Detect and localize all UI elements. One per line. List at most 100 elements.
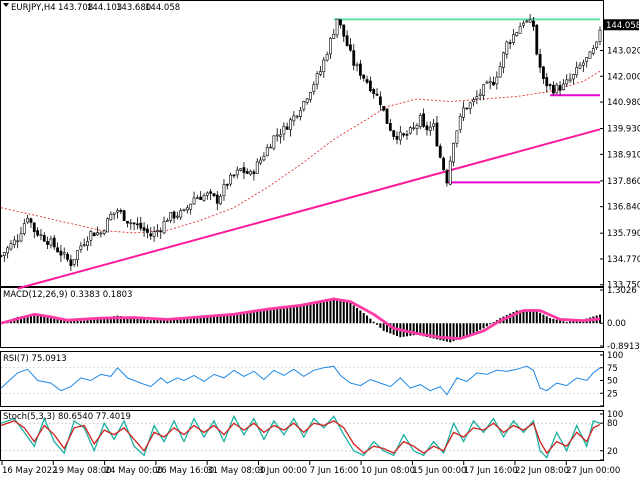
macd-tick-label: 0.00 xyxy=(607,319,626,329)
rsi-tick-label: 75 xyxy=(607,364,618,374)
candle-body xyxy=(485,81,489,84)
candle-body xyxy=(62,252,66,255)
candle-body xyxy=(285,126,289,130)
candle-body xyxy=(498,66,502,78)
candle-body xyxy=(102,230,106,234)
candle-body xyxy=(179,210,183,218)
candle-body xyxy=(342,24,346,37)
candle-body xyxy=(149,233,153,237)
price-tick-label: 133.750 xyxy=(607,281,640,291)
candle-body xyxy=(588,51,592,59)
stoch-signal-line xyxy=(0,420,601,455)
candle-body xyxy=(448,160,452,185)
candle-body xyxy=(169,212,173,221)
candle-body xyxy=(332,34,336,39)
candle-body xyxy=(315,73,319,85)
ohlc-low: 143.680 xyxy=(116,3,151,13)
time-tick-label: 31 May 08:00 xyxy=(207,466,265,476)
price-tick-label: 138.910 xyxy=(607,150,640,160)
candle-body xyxy=(535,24,539,55)
candle-body xyxy=(239,168,243,171)
candle-body xyxy=(16,240,20,243)
candle-body xyxy=(478,93,482,96)
candle-body xyxy=(492,81,495,86)
time-tick-label: 3 Jun 00:00 xyxy=(259,466,308,476)
candle-body xyxy=(215,194,219,204)
candle-body xyxy=(112,212,116,215)
candle-body xyxy=(325,54,329,61)
candle-body xyxy=(152,231,156,237)
stoch-tick-label: 20 xyxy=(607,447,618,457)
candle-body xyxy=(259,159,262,164)
time-tick-label: 10 Jun 08:00 xyxy=(361,466,415,476)
price-tick-label: 134.770 xyxy=(607,255,640,265)
candle-body xyxy=(302,100,306,110)
candle-body xyxy=(522,22,525,26)
candle-body xyxy=(512,34,515,43)
stoch-tick-label: 80 xyxy=(607,419,618,429)
time-tick-label: 22 Jun 08:00 xyxy=(515,466,569,476)
rsi-tick-label: 25 xyxy=(607,389,618,399)
candle-body xyxy=(122,210,126,221)
macd-pane xyxy=(0,287,604,348)
candle-body xyxy=(352,50,356,66)
time-tick-label: 27 Jun 00:00 xyxy=(566,466,620,476)
candle-body xyxy=(472,99,475,103)
candle-body xyxy=(568,78,572,82)
candle-body xyxy=(425,125,429,131)
candle-body xyxy=(99,232,103,235)
macd-signal-line xyxy=(0,297,601,341)
candles xyxy=(0,14,602,271)
time-tick-label: 19 May 08:00 xyxy=(53,466,111,476)
candle-body xyxy=(458,115,462,130)
stoch-title: Stoch(5,3,3) 80.6540 77.4019 xyxy=(3,412,131,422)
ma-line xyxy=(0,70,601,234)
candle-body xyxy=(69,259,73,267)
macd-tick-label: -0.8913 xyxy=(607,342,640,352)
candle-body xyxy=(358,63,362,76)
price-y-axis: 144.058 143.020 142.000 140.980 139.930 138.9… xyxy=(600,19,640,291)
candle-body xyxy=(225,184,229,186)
candle-body xyxy=(212,193,216,197)
candle-body xyxy=(172,211,176,219)
dropdown-triangle-icon[interactable] xyxy=(3,3,9,7)
candle-body xyxy=(119,209,123,212)
candle-body xyxy=(462,107,465,118)
candle-body xyxy=(129,222,133,225)
rsi-tick-label: 50 xyxy=(607,377,618,387)
candle-body xyxy=(265,147,269,157)
candle-body xyxy=(56,247,59,253)
candle-body xyxy=(29,218,33,223)
rsi-line xyxy=(0,365,601,396)
candle-body xyxy=(139,222,143,229)
candle-body xyxy=(525,20,529,23)
candle-body xyxy=(232,174,236,177)
candle-body xyxy=(109,213,113,221)
candle-body xyxy=(398,131,402,141)
current-price-box xyxy=(603,19,639,31)
candle-body xyxy=(222,184,226,197)
candle-body xyxy=(528,19,532,23)
candle-body xyxy=(59,250,63,256)
candle-body xyxy=(42,235,46,242)
candle-body xyxy=(275,134,279,137)
candle-body xyxy=(126,220,129,224)
candle-body xyxy=(422,113,426,127)
time-tick-label: 15 Jun 00:00 xyxy=(412,466,466,476)
candle-body xyxy=(202,195,206,201)
candle-body xyxy=(279,134,282,137)
candle-body xyxy=(255,161,259,174)
candle-body xyxy=(581,62,585,66)
candle-body xyxy=(252,171,256,175)
candle-body xyxy=(532,20,535,27)
candle-body xyxy=(408,127,412,134)
candle-body xyxy=(505,41,509,55)
candle-body xyxy=(372,89,376,95)
candle-body xyxy=(475,96,479,100)
candle-body xyxy=(249,171,252,175)
candle-body xyxy=(578,64,582,69)
candle-body xyxy=(385,108,389,124)
candle-body xyxy=(76,250,79,260)
candle-body xyxy=(36,230,40,236)
